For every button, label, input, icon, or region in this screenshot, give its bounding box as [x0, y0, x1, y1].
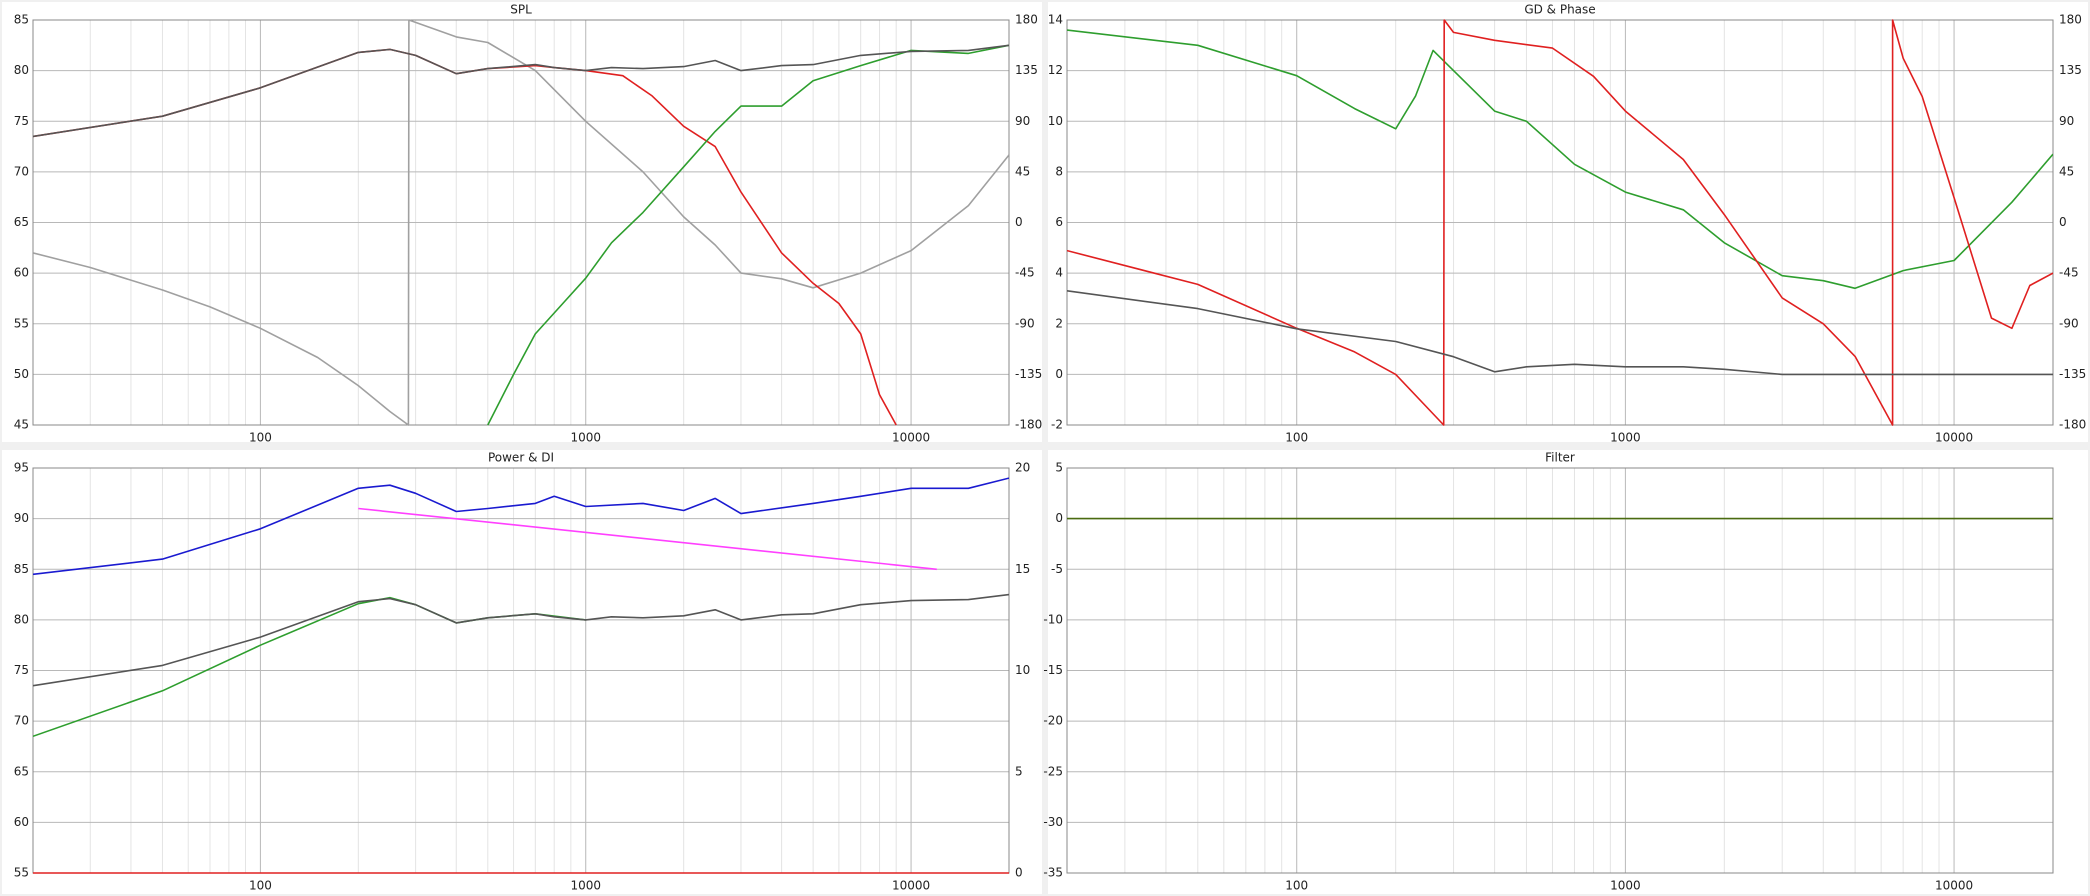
x-tick-label: 10000 [1935, 431, 1973, 445]
plot-frame [1066, 467, 2054, 874]
y2-tick-label: 180 [2059, 13, 2082, 27]
y2-tick-label: 45 [1015, 164, 1030, 178]
y-tick-label: 60 [14, 815, 29, 829]
y-tick-label: 10 [1048, 114, 1063, 128]
series-line [33, 477, 1009, 576]
y-tick-label: -35 [1043, 866, 1063, 880]
x-tick-label: 100 [1285, 431, 1308, 445]
y2-tick-label: -180 [2059, 418, 2086, 432]
y-tick-label: 8 [1055, 164, 1063, 178]
y-tick-label: 85 [14, 13, 29, 27]
series-line [1067, 29, 2053, 290]
y-tick-label: 12 [1048, 63, 1063, 77]
series-line [33, 593, 1009, 687]
y-tick-label: 55 [14, 866, 29, 880]
y-tick-label: 95 [14, 461, 29, 475]
x-tick-label: 10000 [892, 879, 930, 893]
y2-tick-label: -135 [1015, 367, 1042, 381]
y2-tick-label: -180 [1015, 418, 1042, 432]
series-line [1067, 19, 2053, 426]
y-tick-label: 70 [14, 714, 29, 728]
x-tick-label: 100 [249, 879, 272, 893]
y2-tick-label: -90 [1015, 316, 1035, 330]
y2-tick-label: -135 [2059, 367, 2086, 381]
y2-tick-label: 0 [1015, 866, 1023, 880]
x-tick-label: 100 [249, 431, 272, 445]
y2-tick-label: 180 [1015, 13, 1038, 27]
y-tick-label: 85 [14, 562, 29, 576]
y-tick-label: 6 [1055, 215, 1063, 229]
y2-tick-label: 0 [2059, 215, 2067, 229]
y-tick-label: -5 [1051, 562, 1063, 576]
y-tick-label: 45 [14, 418, 29, 432]
y-tick-label: 14 [1048, 13, 1063, 27]
series-line [358, 507, 937, 571]
series-line [487, 44, 1009, 426]
series-line [33, 19, 1009, 426]
y-tick-label: 65 [14, 215, 29, 229]
plot-frame [32, 19, 1010, 426]
y2-tick-label: -45 [2059, 266, 2079, 280]
y2-tick-label: 90 [1015, 114, 1030, 128]
y2-tick-label: 45 [2059, 164, 2074, 178]
y2-tick-label: 20 [1015, 461, 1030, 475]
y2-tick-label: 135 [1015, 63, 1038, 77]
y-tick-label: -15 [1043, 663, 1063, 677]
y-tick-label: 2 [1055, 316, 1063, 330]
y2-tick-label: 10 [1015, 663, 1030, 677]
y-tick-label: 5 [1055, 461, 1063, 475]
chart-title: Filter [1545, 451, 1575, 465]
y-tick-label: 4 [1055, 266, 1063, 280]
panel [2, 450, 1042, 894]
y-tick-label: 60 [14, 266, 29, 280]
x-tick-label: 10000 [1935, 879, 1973, 893]
y2-tick-label: 5 [1015, 764, 1023, 778]
y-tick-label: -30 [1043, 815, 1063, 829]
panel [1048, 450, 2088, 894]
series-line [33, 44, 1009, 138]
y-tick-label: 0 [1055, 367, 1063, 381]
y-tick-label: 0 [1055, 511, 1063, 525]
y-tick-label: 65 [14, 764, 29, 778]
x-tick-label: 100 [1285, 879, 1308, 893]
y-tick-label: -2 [1051, 418, 1063, 432]
y-tick-label: 80 [14, 612, 29, 626]
x-tick-label: 1000 [1610, 431, 1641, 445]
y-tick-label: 50 [14, 367, 29, 381]
chart-title: SPL [510, 3, 532, 17]
x-tick-label: 1000 [570, 879, 601, 893]
y-tick-label: 75 [14, 663, 29, 677]
y-tick-label: 90 [14, 511, 29, 525]
y2-tick-label: 15 [1015, 562, 1030, 576]
chart-title: GD & Phase [1524, 3, 1595, 17]
y-tick-label: 70 [14, 164, 29, 178]
y-tick-label: 55 [14, 316, 29, 330]
chart-title: Power & DI [488, 451, 554, 465]
plot-frame [1066, 19, 2054, 426]
y-tick-label: 80 [14, 63, 29, 77]
y2-tick-label: 90 [2059, 114, 2074, 128]
y2-tick-label: -90 [2059, 316, 2079, 330]
y2-tick-label: -45 [1015, 266, 1035, 280]
y-tick-label: 75 [14, 114, 29, 128]
x-tick-label: 10000 [892, 431, 930, 445]
y-tick-label: -25 [1043, 764, 1063, 778]
y-tick-label: -20 [1043, 714, 1063, 728]
y2-tick-label: 135 [2059, 63, 2082, 77]
y-tick-label: -10 [1043, 612, 1063, 626]
y2-tick-label: 0 [1015, 215, 1023, 229]
x-tick-label: 1000 [1610, 879, 1641, 893]
x-tick-label: 1000 [570, 431, 601, 445]
series-line [1067, 290, 2053, 376]
